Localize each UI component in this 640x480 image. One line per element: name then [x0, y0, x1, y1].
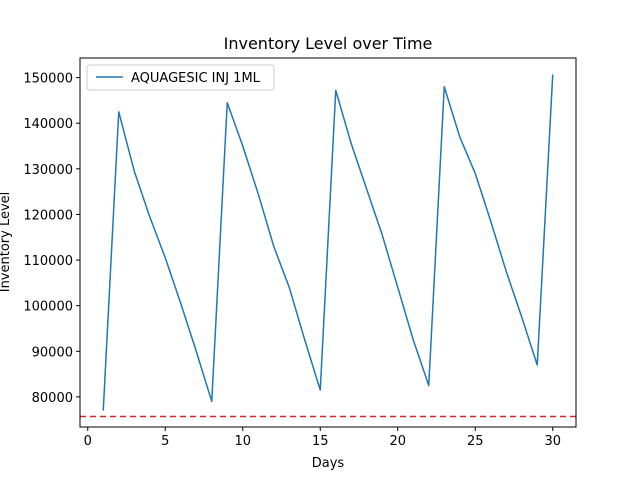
y-tick-label: 90000 — [32, 345, 73, 360]
y-tick-label: 120000 — [23, 208, 73, 223]
y-axis: 80000 90000 100000 110000 120000 130000 140000… — [23, 72, 80, 406]
legend-label: AQUAGESIC INJ 1ML — [131, 71, 261, 86]
axes-frame — [79, 57, 577, 428]
x-axis: 0 5 10 15 20 25 30 — [84, 427, 561, 449]
chart-title: Inventory Level over Time — [224, 34, 433, 53]
x-tick-label: 30 — [544, 434, 561, 449]
x-tick-label: 10 — [234, 434, 251, 449]
x-tick-label: 0 — [84, 434, 92, 449]
x-axis-title: Days — [312, 456, 345, 471]
legend-box — [86, 64, 275, 91]
y-tick-label: 80000 — [32, 391, 73, 406]
y-tick-label: 150000 — [23, 72, 73, 87]
x-tick-label: 20 — [389, 434, 406, 449]
x-tick-label: 25 — [467, 434, 484, 449]
legend: AQUAGESIC INJ 1ML — [86, 64, 275, 91]
y-tick-label: 130000 — [23, 163, 73, 178]
y-tick-label: 100000 — [23, 300, 73, 315]
plot-area — [80, 74, 576, 418]
y-tick-label: 110000 — [23, 254, 73, 269]
x-tick-label: 15 — [312, 434, 329, 449]
x-tick-label: 5 — [161, 434, 169, 449]
series-line-0 — [102, 74, 554, 411]
y-tick-label: 140000 — [23, 117, 73, 132]
y-axis-title: Inventory Level — [0, 192, 13, 293]
